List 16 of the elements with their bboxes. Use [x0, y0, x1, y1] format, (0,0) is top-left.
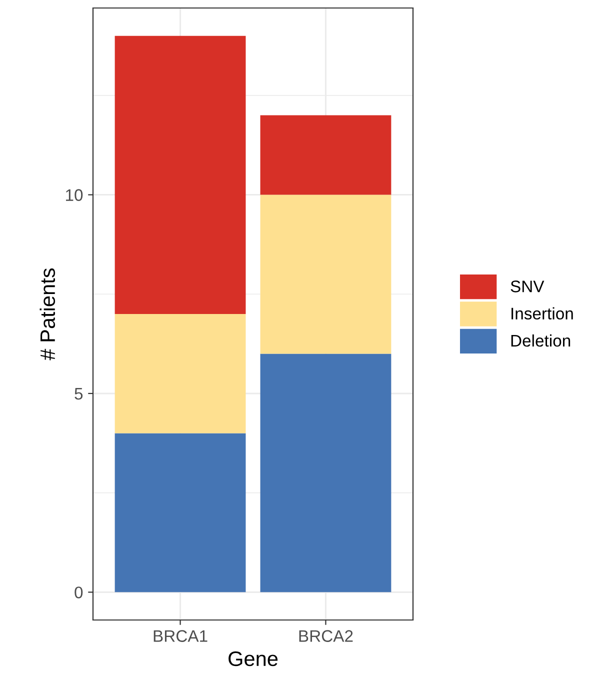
- bar: [260, 354, 392, 592]
- legend-label: Deletion: [511, 334, 570, 347]
- bar: [114, 314, 246, 434]
- x-tick-label: BRCA1: [154, 630, 208, 642]
- bar: [114, 36, 246, 314]
- bar: [114, 433, 246, 592]
- x-tick-label: BRCA2: [299, 630, 353, 642]
- y-axis-title: # Patients: [40, 268, 56, 360]
- bar: [260, 115, 392, 195]
- x-axis-title: Gene: [228, 651, 278, 666]
- y-tick-label: 0: [74, 586, 83, 598]
- legend-label: SNV: [510, 280, 544, 292]
- y-tick-label: 10: [66, 189, 83, 201]
- bar: [260, 194, 392, 354]
- legend-label: Insertion: [512, 307, 573, 320]
- y-tick-label: 5: [74, 388, 83, 400]
